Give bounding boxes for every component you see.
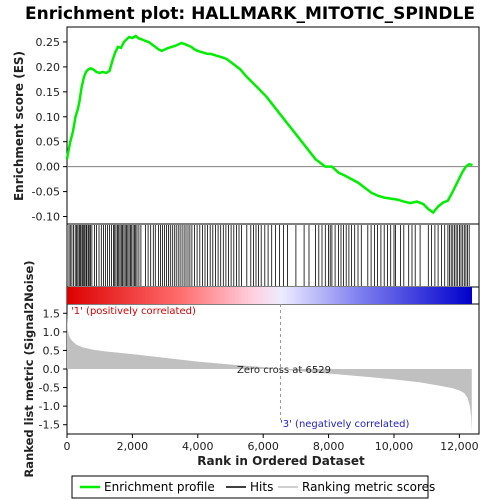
legend-label-hits: Hits	[250, 480, 273, 494]
zero-cross-label: Zero cross at 6529	[237, 365, 331, 376]
metric-y-axis: -1.5 -1.0 -0.5 0.0 0.5 1.0 1.5	[39, 307, 67, 432]
x-tick-label: 8,000	[313, 440, 345, 453]
metric-y-tick-label: 0.5	[43, 344, 61, 357]
rank-x-axis: 0 2,000 4,000 6,000 8,000 10,000 12,000	[64, 434, 479, 453]
x-tick-label: 2,000	[117, 440, 149, 453]
enrichment-panel-frame	[66, 26, 480, 225]
metric-y-axis-label: Ranked list metric (Signal2Noise)	[22, 260, 36, 477]
es-y-tick-label: 0.00	[36, 161, 61, 174]
x-axis-label: Rank in Ordered Dataset	[197, 454, 365, 468]
legend-box	[71, 475, 429, 499]
positive-correlation-label: '1' (positively correlated)	[71, 306, 196, 317]
x-tick-label: 12,000	[440, 440, 479, 453]
es-y-axis: -0.10 -0.05 0.00 0.05 0.10 0.15 0.20 0.25	[32, 36, 67, 224]
es-y-tick-label: -0.10	[32, 211, 60, 224]
es-y-axis-label: Enrichment score (ES)	[12, 51, 26, 201]
es-y-tick-label: -0.05	[32, 186, 60, 199]
es-y-tick-label: 0.05	[36, 136, 61, 149]
enrichment-profile-line	[65, 34, 473, 215]
metric-y-tick-label: 1.0	[43, 326, 61, 339]
hit-marks	[68, 225, 470, 286]
metric-y-tick-label: 0.0	[43, 363, 61, 376]
metric-y-tick-label: 1.5	[43, 307, 61, 320]
x-tick-label: 6,000	[247, 440, 279, 453]
x-tick-label: 4,000	[182, 440, 214, 453]
chart-title: Enrichment plot: HALLMARK_MITOTIC_SPINDL…	[25, 4, 475, 24]
ranked-list-gradient-bar	[67, 287, 472, 304]
legend-label-metric: Ranking metric scores	[302, 480, 435, 494]
metric-y-tick-label: -1.0	[39, 400, 60, 413]
ranking-metric-area	[67, 311, 472, 433]
x-tick-label: 0	[64, 440, 71, 453]
negative-correlation-label: '3' (negatively correlated)	[280, 419, 409, 430]
x-tick-label: 10,000	[375, 440, 414, 453]
es-y-tick-label: 0.25	[36, 36, 61, 49]
legend-label-enrichment: Enrichment profile	[104, 480, 215, 494]
es-y-tick-label: 0.20	[36, 61, 61, 74]
metric-y-tick-label: -1.5	[39, 419, 60, 432]
es-y-tick-label: 0.15	[36, 86, 61, 99]
metric-y-tick-label: -0.5	[39, 382, 60, 395]
es-y-tick-label: 0.10	[36, 111, 61, 124]
